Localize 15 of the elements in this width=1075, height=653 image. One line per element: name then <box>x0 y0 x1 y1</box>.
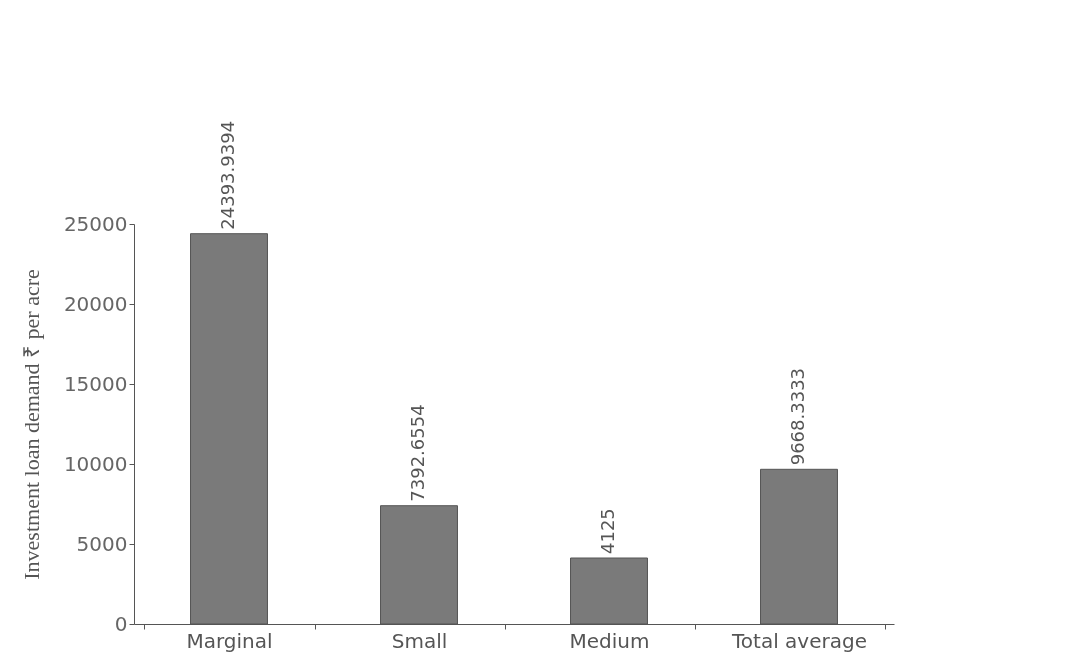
x-tick-label: Small <box>391 628 448 653</box>
x-tick-label: Medium <box>569 628 650 653</box>
y-tick-label: 20000 <box>63 291 128 316</box>
y-axis-title: Investment loan demand ₹ per acre <box>18 269 44 580</box>
y-tick-label: 10000 <box>63 451 128 476</box>
y-tick-label: 5000 <box>76 531 128 556</box>
data-label: 7392.6554 <box>407 404 428 502</box>
data-label: 4125 <box>597 508 618 554</box>
y-tick-label: 0 <box>114 611 128 636</box>
data-label: 9668.3333 <box>787 367 808 466</box>
y-tick-label: 15000 <box>63 371 128 396</box>
y-tick-label: 25000 <box>63 211 128 236</box>
x-tick-label: Marginal <box>186 628 273 653</box>
data-label: 24393.9394 <box>217 120 238 230</box>
x-tick-label: Total average <box>731 628 867 653</box>
